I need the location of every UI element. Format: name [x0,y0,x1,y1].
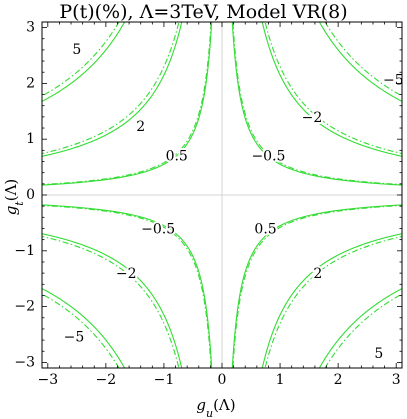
x-tick-label: 1 [276,372,285,388]
contour-neg0.5-solid-right [231,204,402,368]
contour-neg5-dashdot-right [324,293,402,368]
y-tick-label: 1 [26,131,35,147]
x-tick-label: −2 [96,372,117,388]
y-tick-label: −2 [14,299,35,315]
contour-0.5-solid-left [42,204,213,368]
x-tick-label: 3 [392,372,401,388]
contour-label-1: 2 [136,119,145,135]
contour-2-solid-right [261,22,402,157]
y-axis-label: gt(Λ) [2,179,26,216]
y-tick-label: 2 [26,75,35,91]
contour-0.5-dashdot-left [42,204,212,368]
contour-2-dashdot-left [42,235,180,368]
contour-5-dashdot-right [324,22,402,97]
chart-title: P(t)(%), Λ=3TeV, Model VR(8) [59,1,348,23]
x-tick-label: 2 [334,372,343,388]
contour-label-4: −2 [302,110,323,126]
contour-label-5: −0.5 [251,148,285,164]
contour-neg5-solid-right [318,287,402,368]
contour-label-8: −2 [116,266,137,282]
contour-neg0.5-solid-left [42,22,213,186]
contour-neg0.5-dashdot-right [232,204,402,368]
contour-label-9: 2 [313,266,322,282]
y-tick-label: 3 [26,20,35,36]
x-tick-label: −3 [37,372,58,388]
contour-lines [42,22,402,368]
contour-0.5-dashdot-right [232,22,402,186]
contour-label-0: 5 [72,42,81,58]
x-tick-label: −1 [154,372,175,388]
contour-label-11: 5 [374,346,383,362]
contour-2-solid-left [42,233,183,368]
y-tick-label: 0 [26,187,35,203]
contour-label-10: −5 [64,329,85,345]
contour-neg0.5-dashdot-left [42,22,212,186]
contour-5-solid-right [318,22,402,103]
contour-label-7: 0.5 [254,222,276,238]
x-tick-label: 0 [218,372,227,388]
contour-neg2-solid-left [42,22,183,157]
x-axis-label: gu(Λ) [196,396,235,419]
contour-label-2: 0.5 [166,148,188,164]
contour-0.5-solid-right [231,22,402,186]
y-tick-label: −3 [14,354,35,370]
contour-5-solid-left [42,287,126,368]
contour-neg2-solid-right [261,233,402,368]
contour-label-3: −5 [383,73,404,89]
y-tick-label: −1 [14,243,35,259]
contour-neg2-dashdot-left [42,22,180,155]
contour-5-dashdot-left [42,293,120,368]
contour-neg5-dashdot-left [42,22,120,97]
contour-label-6: −0.5 [141,222,175,238]
contour-neg5-solid-left [42,22,126,103]
